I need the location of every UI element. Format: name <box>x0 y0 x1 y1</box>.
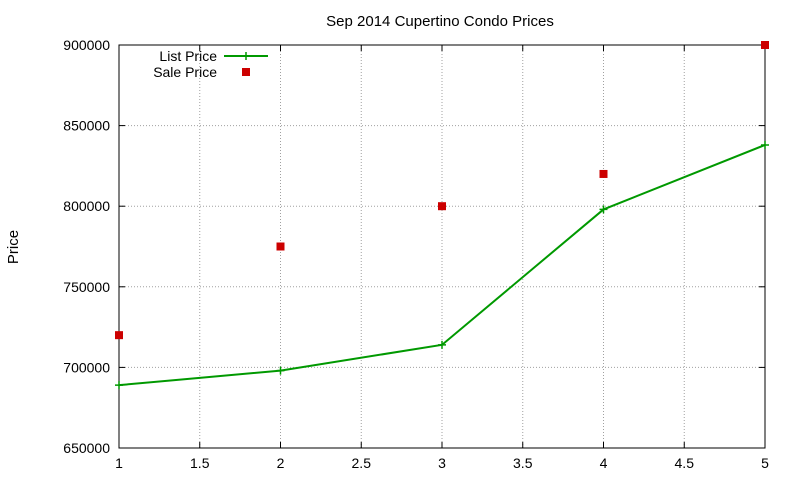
sale-price-point <box>438 202 446 211</box>
series-list-price <box>115 140 769 390</box>
legend-label: Sale Price <box>153 64 217 80</box>
x-tick-label: 2.5 <box>352 455 372 471</box>
sale-price-point <box>599 169 608 178</box>
legend-label: List Price <box>159 48 217 64</box>
y-tick-label: 850000 <box>63 118 110 134</box>
grid-lines <box>119 45 765 448</box>
y-tick-label: 900000 <box>63 37 110 53</box>
y-tick-label: 700000 <box>63 359 110 375</box>
x-tick-label: 2 <box>277 455 285 471</box>
x-tick-label: 5 <box>761 455 769 471</box>
y-tick-label: 750000 <box>63 279 110 295</box>
x-tick-label: 3.5 <box>513 455 533 471</box>
sale-price-point <box>761 41 769 49</box>
sale-price-point <box>115 331 123 340</box>
list-price-point <box>599 205 608 214</box>
list-price-point <box>761 140 769 149</box>
list-price-point <box>115 381 123 390</box>
data-series <box>115 41 769 390</box>
chart-title: Sep 2014 Cupertino Condo Prices <box>326 13 554 30</box>
x-tick-label: 3 <box>438 455 446 471</box>
x-tick-label: 1.5 <box>190 455 210 471</box>
axis-ticks: 1 1.5 2 2.5 3 3.5 4 4.5 5 650000 700000 750000 80000… <box>63 37 769 471</box>
legend-plus-marker <box>242 52 250 60</box>
list-price-point <box>276 366 285 375</box>
sale-price-point <box>276 242 285 251</box>
x-tick-label: 1 <box>115 455 123 471</box>
y-tick-label: 650000 <box>63 440 110 456</box>
x-tick-label: 4.5 <box>675 455 695 471</box>
legend-square-marker <box>242 68 250 76</box>
y-axis-label: Price <box>5 230 22 264</box>
list-price-point <box>438 340 446 349</box>
x-tick-label: 4 <box>600 455 608 471</box>
y-tick-label: 800000 <box>63 198 110 214</box>
series-sale-price <box>115 41 769 340</box>
